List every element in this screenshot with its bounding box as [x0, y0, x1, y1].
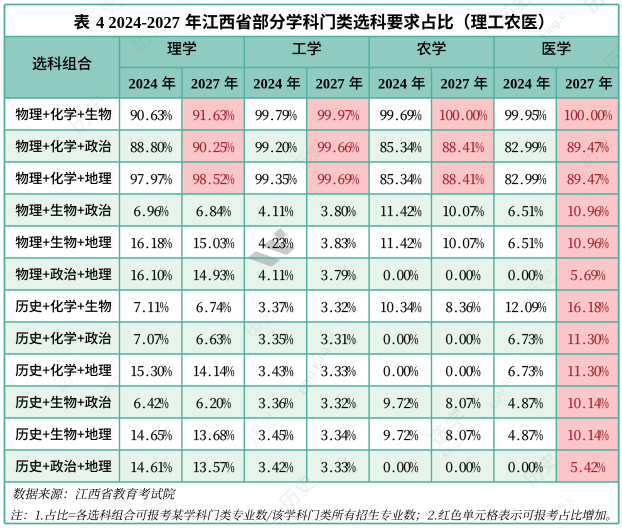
svg-text:2027: 2027 [316, 77, 345, 93]
svg-text:2024: 2024 [253, 77, 282, 93]
svg-text:2027: 2027 [440, 77, 469, 93]
svg-text:2024: 2024 [503, 77, 532, 93]
svg-text:2027: 2027 [191, 77, 220, 93]
svg-text:2027: 2027 [565, 77, 594, 93]
svg-text:2024: 2024 [378, 77, 407, 93]
svg-text:4 2024-2027: 4 2024-2027 [96, 13, 180, 32]
svg-text:2024: 2024 [128, 77, 157, 93]
